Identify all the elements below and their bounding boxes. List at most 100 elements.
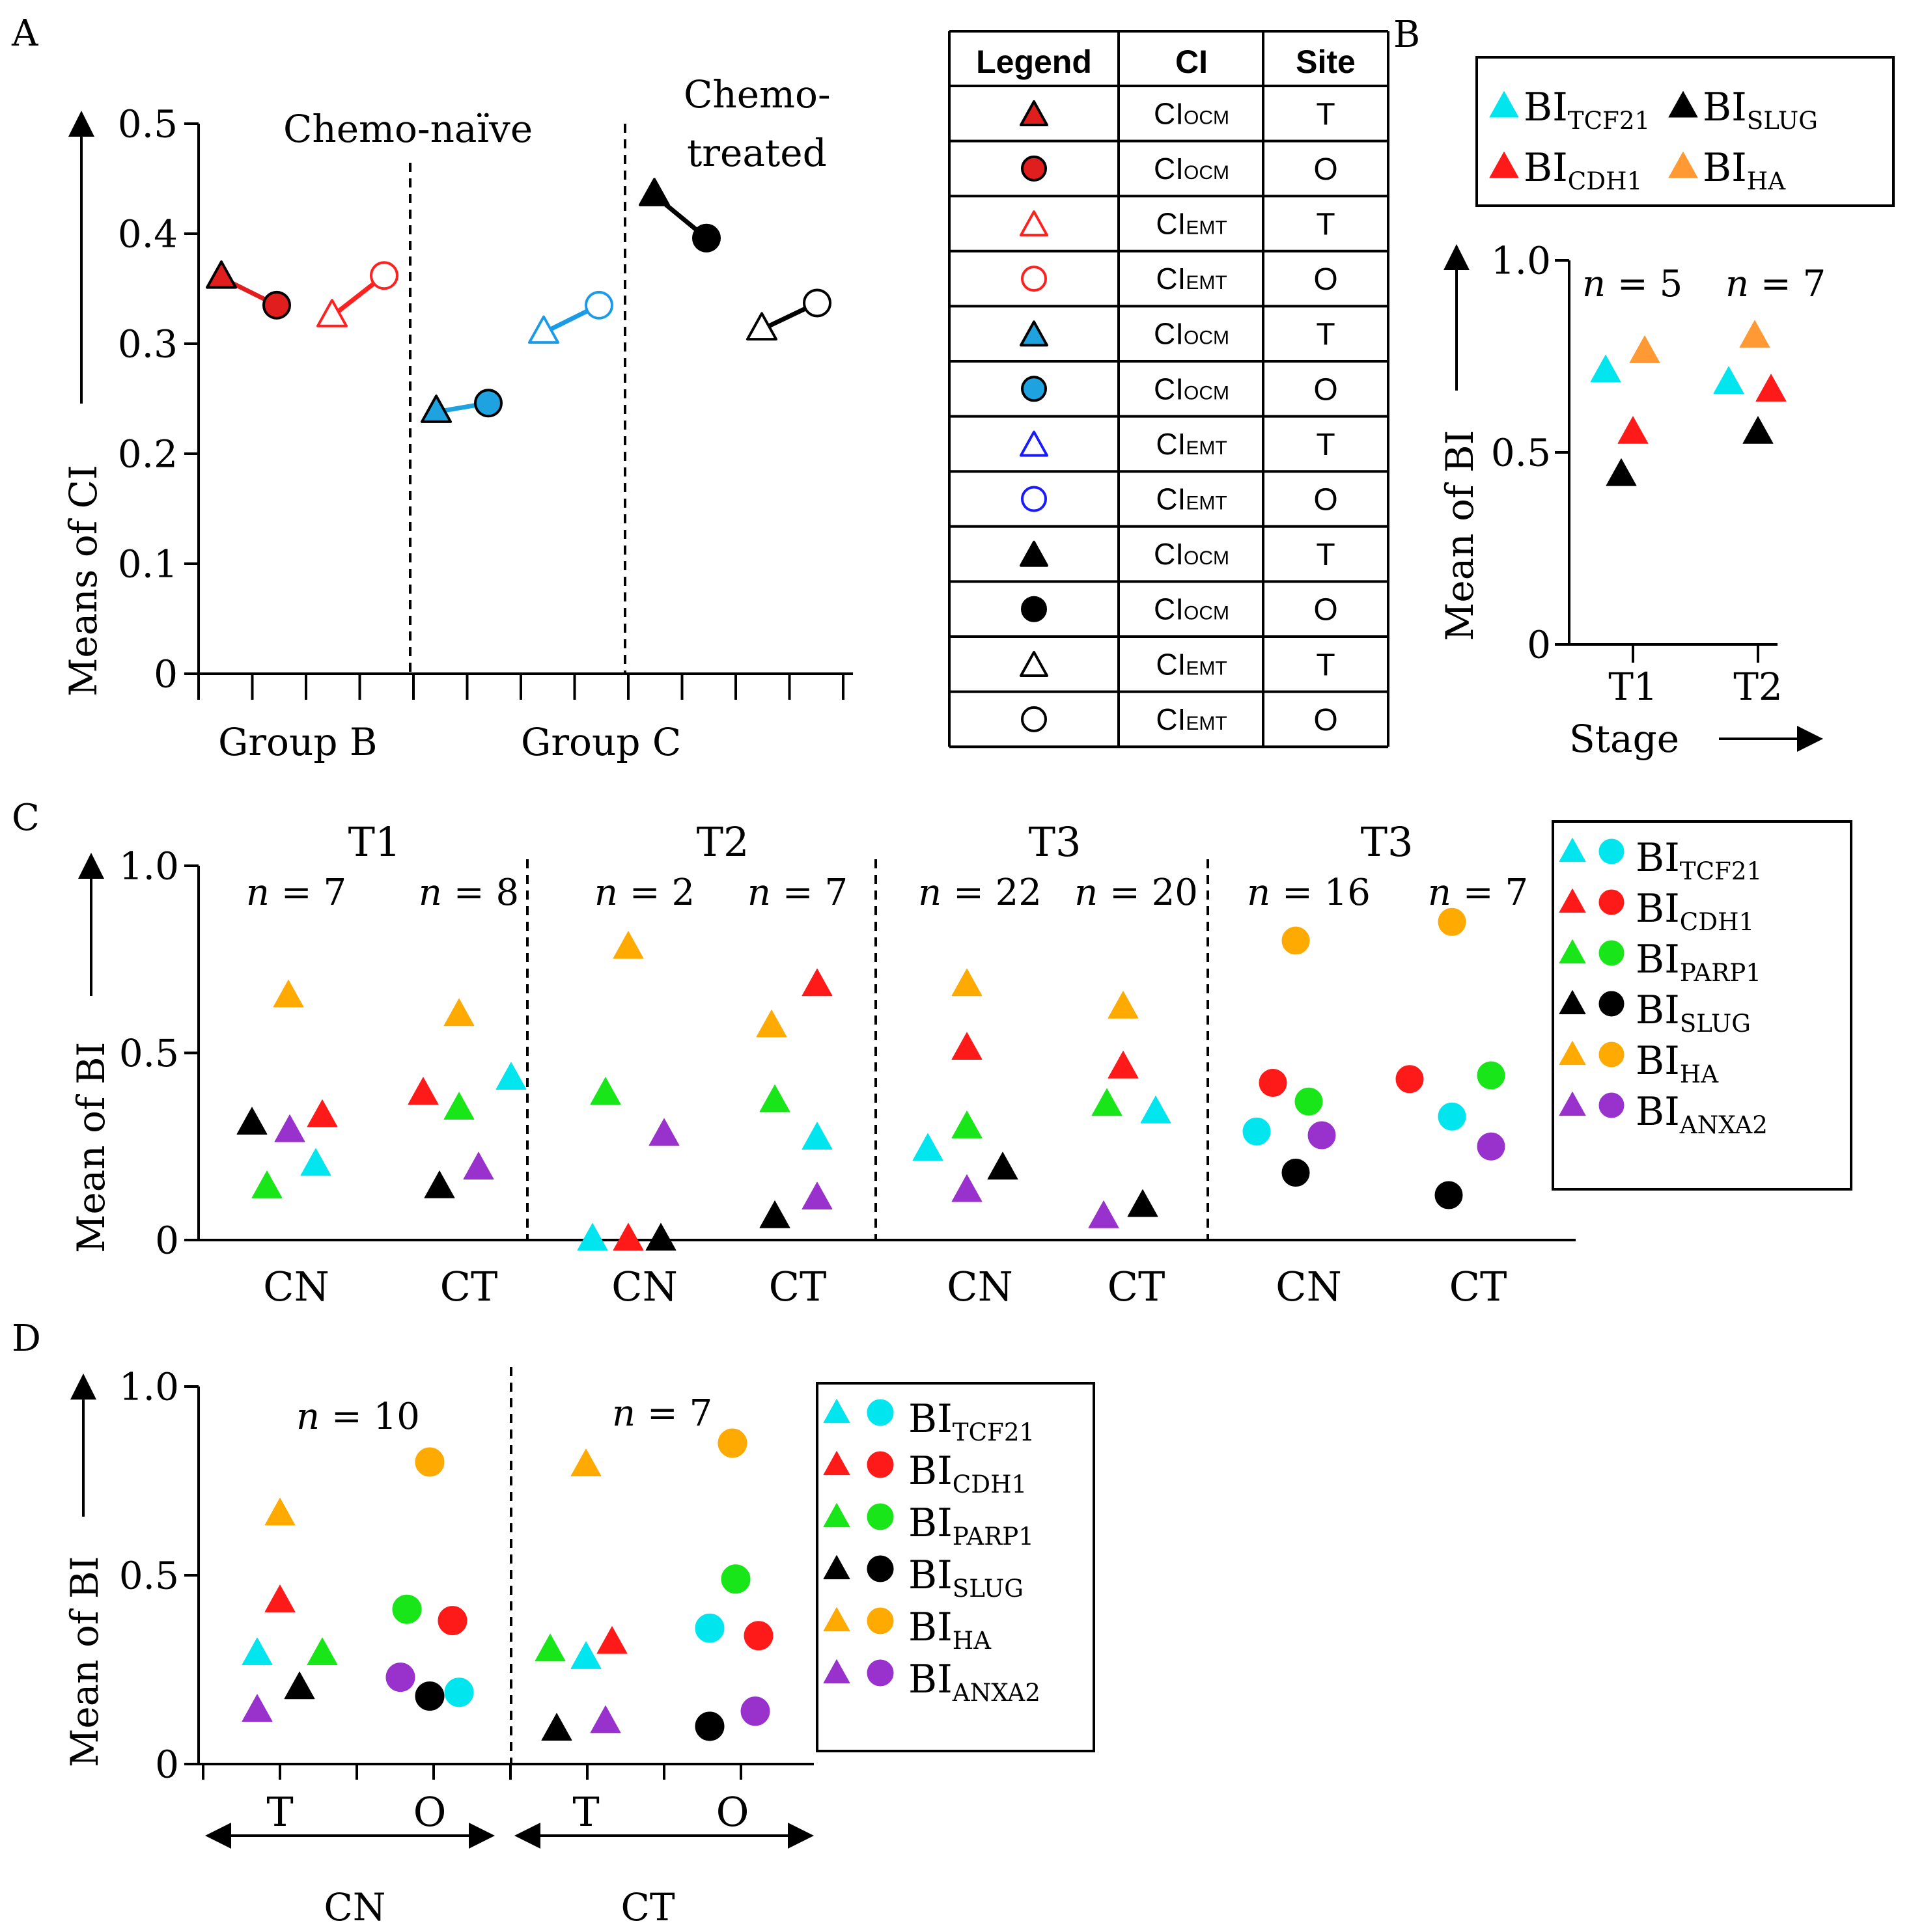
legend-label: BIANXA2 — [908, 1657, 1040, 1707]
x-tick-label: CT — [440, 1263, 498, 1310]
bi-marker — [1739, 320, 1770, 348]
bi-marker — [1629, 335, 1660, 363]
legend-circle — [1598, 991, 1625, 1017]
bi-triangle-marker — [596, 1626, 628, 1654]
legend-label: BIPARP1 — [1636, 937, 1761, 987]
panel-d-ylabel: Mean of BI — [63, 1556, 107, 1767]
bi-triangle-marker — [273, 980, 304, 1008]
panel-b-ylabel: Mean of BI — [1438, 430, 1482, 641]
bi-circle-marker — [740, 1696, 770, 1726]
ci-omentum-circle — [370, 261, 398, 290]
table-triangle-symbol — [1020, 540, 1048, 567]
stage-label: T3 — [1029, 818, 1081, 866]
panel-b: B BITCF21 BISLUG BICDH1 BIHA 0 0.5 1.0 T1 T2 n… — [1393, 14, 1895, 761]
ci-tumor-triangle — [421, 394, 452, 423]
table-circle-symbol — [1021, 155, 1047, 182]
n-label: n = 7 — [246, 872, 346, 914]
bi-triangle-marker — [1091, 1088, 1123, 1116]
ci-tumor-triangle — [528, 315, 559, 344]
bi-triangle-marker — [590, 1077, 621, 1105]
x-tick-label: CT — [1108, 1263, 1165, 1310]
table-site-cell: O — [1313, 372, 1337, 407]
panel-b-marks — [1590, 320, 1787, 486]
bi-triangle-marker — [951, 1174, 983, 1202]
bi-circle-marker — [744, 1621, 774, 1651]
n-label: n = 7 — [747, 872, 848, 914]
bi-triangle-marker — [236, 1107, 268, 1135]
bi-triangle-marker — [951, 968, 983, 997]
panel-a-section-chemo-naive: Chemo-naïve — [283, 107, 533, 151]
x-tick-label: CN — [947, 1263, 1013, 1310]
bi-circle-marker — [385, 1663, 415, 1692]
bi-circle-marker — [695, 1711, 725, 1741]
ci-omentum-circle — [585, 290, 613, 320]
x-tick-label: CT — [769, 1263, 827, 1310]
y-tick-label: 0.5 — [119, 1031, 179, 1075]
legend-label: BICDH1 — [1524, 145, 1642, 195]
panel-a-marks — [206, 178, 831, 423]
legend-circle — [867, 1503, 894, 1530]
bi-triangle-marker — [1140, 1096, 1171, 1124]
panel-d-group-ct: CT — [621, 1885, 675, 1929]
bi-triangle-marker — [802, 968, 833, 997]
ci-omentum-circle — [803, 288, 831, 318]
x-tick-label: CN — [263, 1263, 329, 1310]
n-label: n = 8 — [419, 872, 519, 914]
table-site-cell: T — [1316, 318, 1335, 352]
ci-omentum-circle — [262, 290, 291, 320]
y-tick-label: 0.5 — [1491, 430, 1551, 475]
bi-marker — [1617, 416, 1649, 444]
bi-circle-marker — [695, 1613, 725, 1643]
table-circle-symbol — [1021, 376, 1047, 402]
panel-d-letter: D — [12, 1318, 41, 1360]
stage-label: T3 — [1361, 818, 1414, 866]
bi-triangle-marker — [987, 1152, 1018, 1180]
bi-triangle-marker — [264, 1498, 296, 1526]
bi-triangle-marker — [645, 1222, 677, 1251]
bi-circle-marker — [1477, 1061, 1505, 1090]
bi-triangle-marker — [756, 1010, 787, 1038]
legend-triangle — [1559, 990, 1586, 1015]
legend-circle — [867, 1607, 894, 1635]
table-site-cell: O — [1313, 703, 1337, 738]
x-tick-label: CN — [1276, 1263, 1342, 1310]
bi-triangle-marker — [307, 1637, 338, 1666]
legend-triangle — [1559, 838, 1586, 862]
table-site-cell: T — [1316, 428, 1335, 462]
bi-circle-marker — [1438, 907, 1466, 936]
bi-triangle-marker — [535, 1633, 566, 1662]
panel-c-x-ticks: CN CT CN CT CN CT CN CT — [263, 1263, 1507, 1310]
table-site-cell: T — [1316, 538, 1335, 572]
bi-triangle-marker — [759, 1200, 790, 1228]
panel-a-letter: A — [11, 12, 38, 55]
table-circle-symbol — [1021, 266, 1047, 292]
panel-d-legend-box — [816, 1382, 1095, 1752]
table-ci-cell: CIOCM — [1154, 152, 1229, 186]
legend-circle — [1598, 1092, 1625, 1118]
legend-circle — [867, 1451, 894, 1478]
bi-circle-marker — [1434, 1181, 1463, 1209]
bi-triangle-marker — [274, 1114, 305, 1142]
table-ci-cell: CIOCM — [1154, 537, 1229, 571]
panel-c-ylabel: Mean of BI — [69, 1042, 113, 1253]
legend-triangle — [1668, 151, 1698, 178]
ci-omentum-circle — [692, 223, 721, 253]
legend-triangle — [1559, 1092, 1586, 1116]
table-triangle-symbol — [1020, 100, 1048, 126]
table-ci-cell: CIEMT — [1156, 647, 1227, 681]
panel-a-section-chemo: Chemo- — [684, 72, 831, 117]
legend-triangle — [823, 1555, 850, 1580]
x-tick-label: T — [572, 1788, 599, 1836]
panel-d: D 0 0.5 1.0 T O T O n = 10 n = 7 Mean of BI C… — [12, 1318, 1095, 1929]
legend-label: BITCF21 — [1636, 835, 1762, 885]
panel-b-xlabel: Stage — [1569, 717, 1679, 761]
bi-triangle-marker — [570, 1448, 602, 1477]
bi-triangle-marker — [590, 1705, 621, 1733]
bi-triangle-marker — [443, 1092, 475, 1120]
bi-triangle-marker — [577, 1222, 608, 1251]
y-tick-label: 1.0 — [1491, 238, 1551, 283]
bi-triangle-marker — [307, 1099, 338, 1127]
y-tick-label: 0.4 — [118, 212, 178, 256]
